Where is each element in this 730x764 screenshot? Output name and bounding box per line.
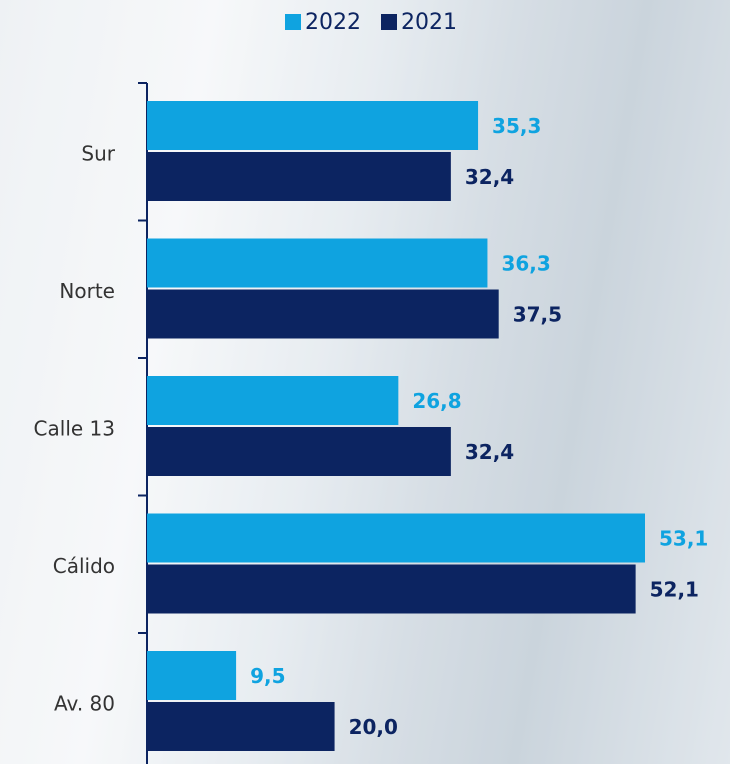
- y-tick-label: Norte: [59, 279, 115, 303]
- bar: [147, 152, 451, 201]
- legend-label: 2021: [401, 10, 457, 35]
- bar: [147, 289, 499, 339]
- value-label: 26,8: [412, 389, 461, 413]
- bar: [147, 513, 645, 563]
- value-label: 52,1: [650, 578, 699, 602]
- bar: [147, 564, 636, 614]
- bar: [147, 651, 237, 700]
- value-label: 53,1: [659, 527, 708, 551]
- value-label: 32,4: [465, 440, 514, 464]
- legend-swatch: [285, 14, 301, 30]
- bar: [147, 427, 451, 476]
- y-tick-label: Cálido: [53, 554, 115, 578]
- legend-label: 2022: [305, 10, 361, 35]
- y-tick-label: Av. 80: [54, 692, 115, 716]
- value-label: 35,3: [492, 114, 541, 138]
- bar: [147, 376, 399, 425]
- y-tick-label: Calle 13: [34, 417, 115, 441]
- value-label: 9,5: [250, 664, 285, 688]
- value-label: 37,5: [513, 303, 562, 327]
- bar: [147, 101, 479, 150]
- value-label: 32,4: [465, 165, 514, 189]
- value-label: 36,3: [501, 252, 550, 276]
- y-tick-label: Sur: [81, 142, 115, 166]
- legend-swatch: [381, 14, 397, 30]
- bar: [147, 702, 335, 751]
- bar: [147, 238, 488, 288]
- value-label: 20,0: [349, 715, 398, 739]
